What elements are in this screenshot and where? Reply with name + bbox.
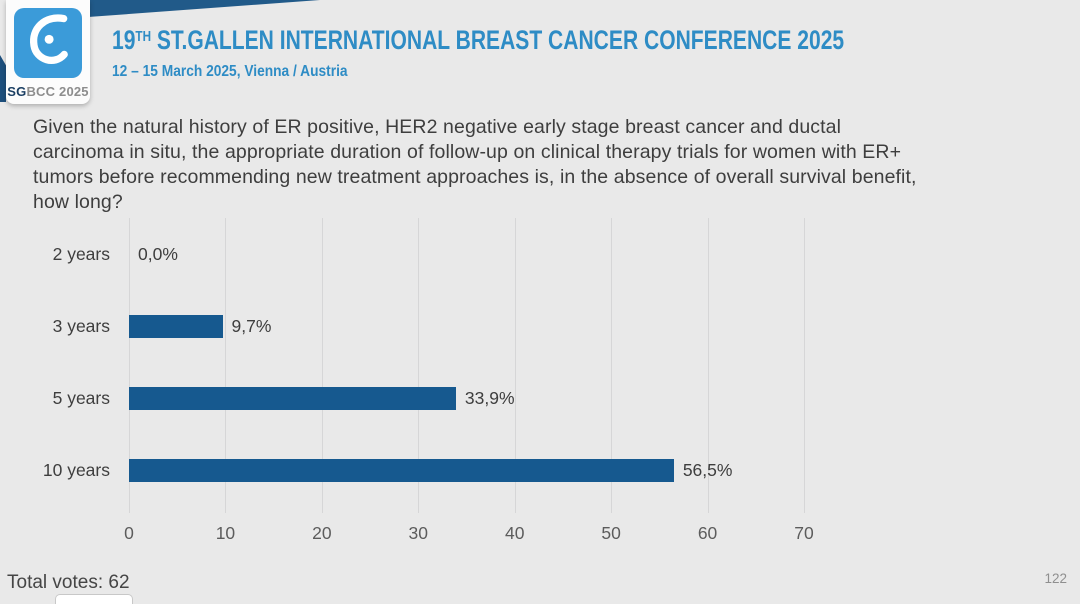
x-axis-tick-label: 20 — [312, 523, 332, 543]
gridline — [707, 218, 709, 513]
header-ribbon-left — [0, 55, 6, 102]
logo-text-bold: SG — [7, 84, 27, 99]
header-ribbon-top — [88, 0, 320, 17]
breast-drop-icon — [20, 12, 76, 75]
value-label: 56,5% — [682, 460, 733, 480]
logo-text-rest: BCC 2025 — [26, 84, 89, 99]
poll-question-line: carcinoma in situ, the appropriate durat… — [33, 141, 902, 163]
x-axis-tick-label: 10 — [215, 523, 236, 543]
bottom-popup-tab[interactable] — [55, 594, 133, 604]
category-label: 5 years — [52, 388, 110, 408]
plot-area: 0 10 20 30 40 50 60 70 0,0% 9,7% 33,9% 56,5% — [124, 218, 814, 543]
x-axis-tick-label: 0 — [124, 523, 134, 543]
category-label: 10 years — [42, 460, 110, 480]
gridline — [611, 218, 613, 513]
x-axis-tick-label: 50 — [601, 523, 621, 543]
conference-date: 12 – 15 March 2025, Vienna / Austria — [112, 63, 348, 80]
slide-number: 122 — [1044, 571, 1067, 586]
conference-title: 19TH ST.GALLEN INTERNATIONAL BREAST CANC… — [112, 25, 845, 55]
poll-question-line: Given the natural history of ER positive… — [33, 116, 842, 138]
sgbcc-logo-square — [14, 8, 82, 78]
x-axis-tick-label: 70 — [794, 523, 814, 543]
gridline — [129, 218, 130, 513]
poll-question: Given the natural history of ER positive… — [33, 115, 917, 215]
value-label: 0,0% — [138, 244, 178, 264]
header: 19TH ST.GALLEN INTERNATIONAL BREAST CANC… — [112, 25, 1051, 81]
category-labels: 2 years 3 years 5 years 10 years — [0, 218, 110, 513]
category-label: 3 years — [52, 316, 110, 336]
bar-5-years — [129, 387, 456, 410]
value-label: 9,7% — [231, 316, 272, 336]
gridline — [418, 218, 420, 513]
gridline — [321, 218, 323, 513]
bar-3-years — [129, 315, 223, 338]
x-axis-tick-label: 30 — [408, 523, 429, 543]
category-label: 2 years — [52, 244, 110, 264]
poll-question-line: how long? — [33, 191, 123, 213]
x-axis-tick-label: 60 — [697, 523, 718, 543]
poll-question-line: tumors before recommending new treatment… — [33, 166, 917, 188]
sgbcc-logo: SGBCC 2025 — [6, 0, 90, 104]
sgbcc-logo-text: SGBCC 2025 — [6, 84, 90, 99]
value-label: 33,9% — [464, 388, 515, 408]
gridline — [225, 218, 227, 513]
total-votes-label: Total votes: 62 — [7, 572, 130, 593]
title-superscript: TH — [135, 28, 152, 45]
bar-10-years — [129, 459, 674, 482]
gridline — [514, 218, 516, 513]
gridline — [804, 218, 805, 513]
x-axis-tick-label: 40 — [504, 523, 525, 543]
